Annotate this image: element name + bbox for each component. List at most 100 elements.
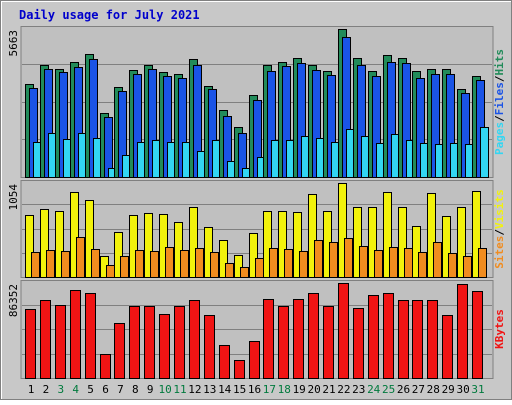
x-tick-label-day-26: 26 [397, 383, 410, 396]
bar-kbytes-day-9 [144, 306, 155, 379]
bar-kbytes-day-28 [427, 300, 438, 379]
x-tick-label-day-2: 2 [43, 383, 50, 396]
bar-kbytes-day-15 [234, 360, 245, 379]
x-tick-label-day-4: 4 [72, 383, 79, 396]
bar-visits-day-10 [159, 214, 168, 278]
x-tick-label-day-27: 27 [412, 383, 425, 396]
bar-sites-day-6 [106, 265, 115, 278]
bar-kbytes-day-12 [189, 300, 200, 379]
ymax-label-visits-sites: 1054 [7, 184, 20, 211]
bar-kbytes-day-8 [129, 306, 140, 379]
x-tick-label-day-30: 30 [456, 383, 469, 396]
bar-sites-day-16 [255, 258, 264, 278]
x-tick-label-day-20: 20 [307, 383, 320, 396]
bar-visits-day-16 [249, 233, 258, 278]
bar-visits-day-25 [383, 192, 392, 278]
legend-kbytes: KBytes [493, 309, 506, 349]
x-tick-label-day-17: 17 [263, 383, 276, 396]
bar-sites-day-4 [76, 237, 85, 278]
bar-sites-day-26 [404, 248, 413, 278]
bar-sites-day-24 [374, 250, 383, 278]
bar-kbytes-day-17 [263, 299, 274, 379]
bar-visits-day-17 [263, 211, 272, 278]
bar-visits-day-8 [129, 215, 138, 278]
bar-sites-day-3 [61, 251, 70, 278]
ymax-label-kbytes: 86352 [7, 284, 20, 317]
bar-visits-day-31 [472, 191, 481, 278]
bar-sites-day-8 [135, 250, 144, 278]
bar-kbytes-day-6 [100, 354, 111, 379]
bar-kbytes-day-22 [338, 283, 349, 379]
x-tick-label-day-3: 3 [57, 383, 64, 396]
bar-sites-day-9 [150, 251, 159, 278]
bar-kbytes-day-2 [40, 300, 51, 379]
x-tick-label-day-1: 1 [28, 383, 35, 396]
bar-kbytes-day-11 [174, 306, 185, 379]
bar-sites-day-13 [210, 252, 219, 278]
bar-kbytes-day-30 [457, 284, 468, 379]
x-tick-label-day-19: 19 [293, 383, 306, 396]
legend-item-kbytes: KBytes [493, 309, 506, 349]
bar-visits-day-29 [442, 216, 451, 278]
bar-kbytes-day-27 [412, 300, 423, 379]
legend-hits-files-pages: Pages/Files/Hits [493, 49, 506, 155]
bar-visits-day-22 [338, 183, 347, 278]
ymax-label-hits-files-pages: 5663 [7, 30, 20, 57]
x-tick-label-day-22: 22 [337, 383, 350, 396]
legend-visits-sites: Sites/Visits [493, 189, 506, 269]
x-tick-label-day-29: 29 [442, 383, 455, 396]
bar-sites-day-25 [389, 247, 398, 278]
bar-kbytes-day-19 [293, 299, 304, 379]
bar-kbytes-day-21 [323, 306, 334, 379]
bar-visits-day-26 [398, 207, 407, 278]
bar-sites-day-12 [195, 248, 204, 278]
x-tick-label-day-21: 21 [322, 383, 335, 396]
bar-sites-day-28 [433, 242, 442, 278]
bar-kbytes-day-1 [25, 309, 36, 379]
legend-separator: / [493, 115, 506, 122]
bar-sites-day-22 [344, 238, 353, 278]
bar-sites-day-23 [359, 246, 368, 278]
bar-sites-day-20 [314, 240, 323, 278]
x-tick-label-day-24: 24 [367, 383, 381, 396]
bar-sites-day-31 [478, 248, 487, 278]
bar-sites-day-10 [165, 247, 174, 278]
bar-visits-day-1 [25, 215, 34, 278]
legend-item-visits: Visits [493, 189, 506, 229]
bar-sites-day-19 [299, 251, 308, 278]
bar-visits-day-30 [457, 207, 466, 278]
x-tick-label-day-7: 7 [117, 383, 124, 396]
bar-sites-day-11 [180, 250, 189, 278]
x-tick-label-day-23: 23 [352, 383, 365, 396]
bar-kbytes-day-26 [398, 300, 409, 379]
bar-visits-day-9 [144, 213, 153, 278]
x-tick-label-day-28: 28 [427, 383, 440, 396]
x-tick-label-day-14: 14 [218, 383, 232, 396]
bar-pages-day-31 [480, 127, 489, 178]
bar-kbytes-day-3 [55, 305, 66, 379]
bar-sites-day-5 [91, 249, 100, 278]
x-tick-label-day-31: 31 [471, 383, 484, 396]
legend-separator: / [493, 75, 506, 82]
bar-kbytes-day-25 [383, 293, 394, 379]
legend-item-files: Files [493, 82, 506, 115]
bar-visits-day-14 [219, 240, 228, 278]
bar-kbytes-day-13 [204, 315, 215, 379]
x-tick-label-day-18: 18 [278, 383, 291, 396]
bar-kbytes-day-16 [249, 341, 260, 379]
bar-kbytes-day-31 [472, 291, 483, 379]
x-tick-label-day-11: 11 [173, 383, 186, 396]
bar-visits-day-23 [353, 207, 362, 278]
bar-visits-day-18 [278, 211, 287, 278]
bar-visits-day-28 [427, 193, 436, 278]
bar-visits-day-24 [368, 207, 377, 278]
bar-visits-day-20 [308, 194, 317, 278]
bar-kbytes-day-24 [368, 295, 379, 379]
legend-item-hits: Hits [493, 49, 506, 76]
bar-sites-day-2 [46, 250, 55, 278]
bar-kbytes-day-7 [114, 323, 125, 379]
bar-sites-day-1 [31, 252, 40, 278]
legend-separator: / [493, 229, 506, 236]
